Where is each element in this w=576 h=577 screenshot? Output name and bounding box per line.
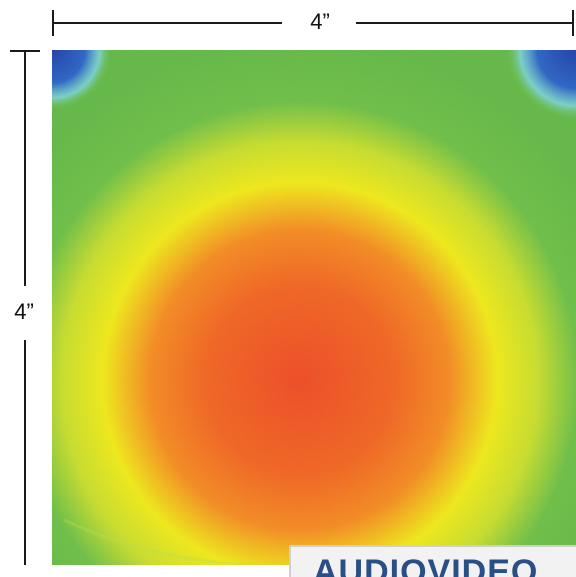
height-dimension-line-bottom: [24, 340, 26, 565]
heatmap-graphic: [52, 50, 576, 565]
heatmap-noise-overlay: [52, 50, 576, 565]
width-dimension-line-right: [356, 22, 574, 24]
watermark-logo-box: AUDIOVIDEO: [289, 545, 576, 577]
width-dimension-label: 4”: [288, 10, 352, 34]
thermal-heatmap-image: [52, 50, 576, 565]
watermark-logo-text: AUDIOVIDEO: [313, 553, 539, 577]
height-dimension-line-top: [24, 50, 26, 286]
width-dimension-right-tick: [572, 10, 574, 36]
width-dimension-line-left: [52, 22, 282, 24]
height-dimension-label: 4”: [2, 300, 46, 324]
